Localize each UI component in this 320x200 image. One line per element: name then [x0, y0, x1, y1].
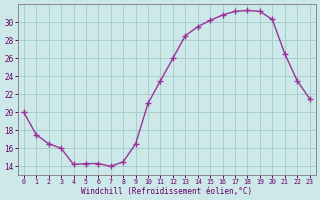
X-axis label: Windchill (Refroidissement éolien,°C): Windchill (Refroidissement éolien,°C)	[81, 187, 252, 196]
